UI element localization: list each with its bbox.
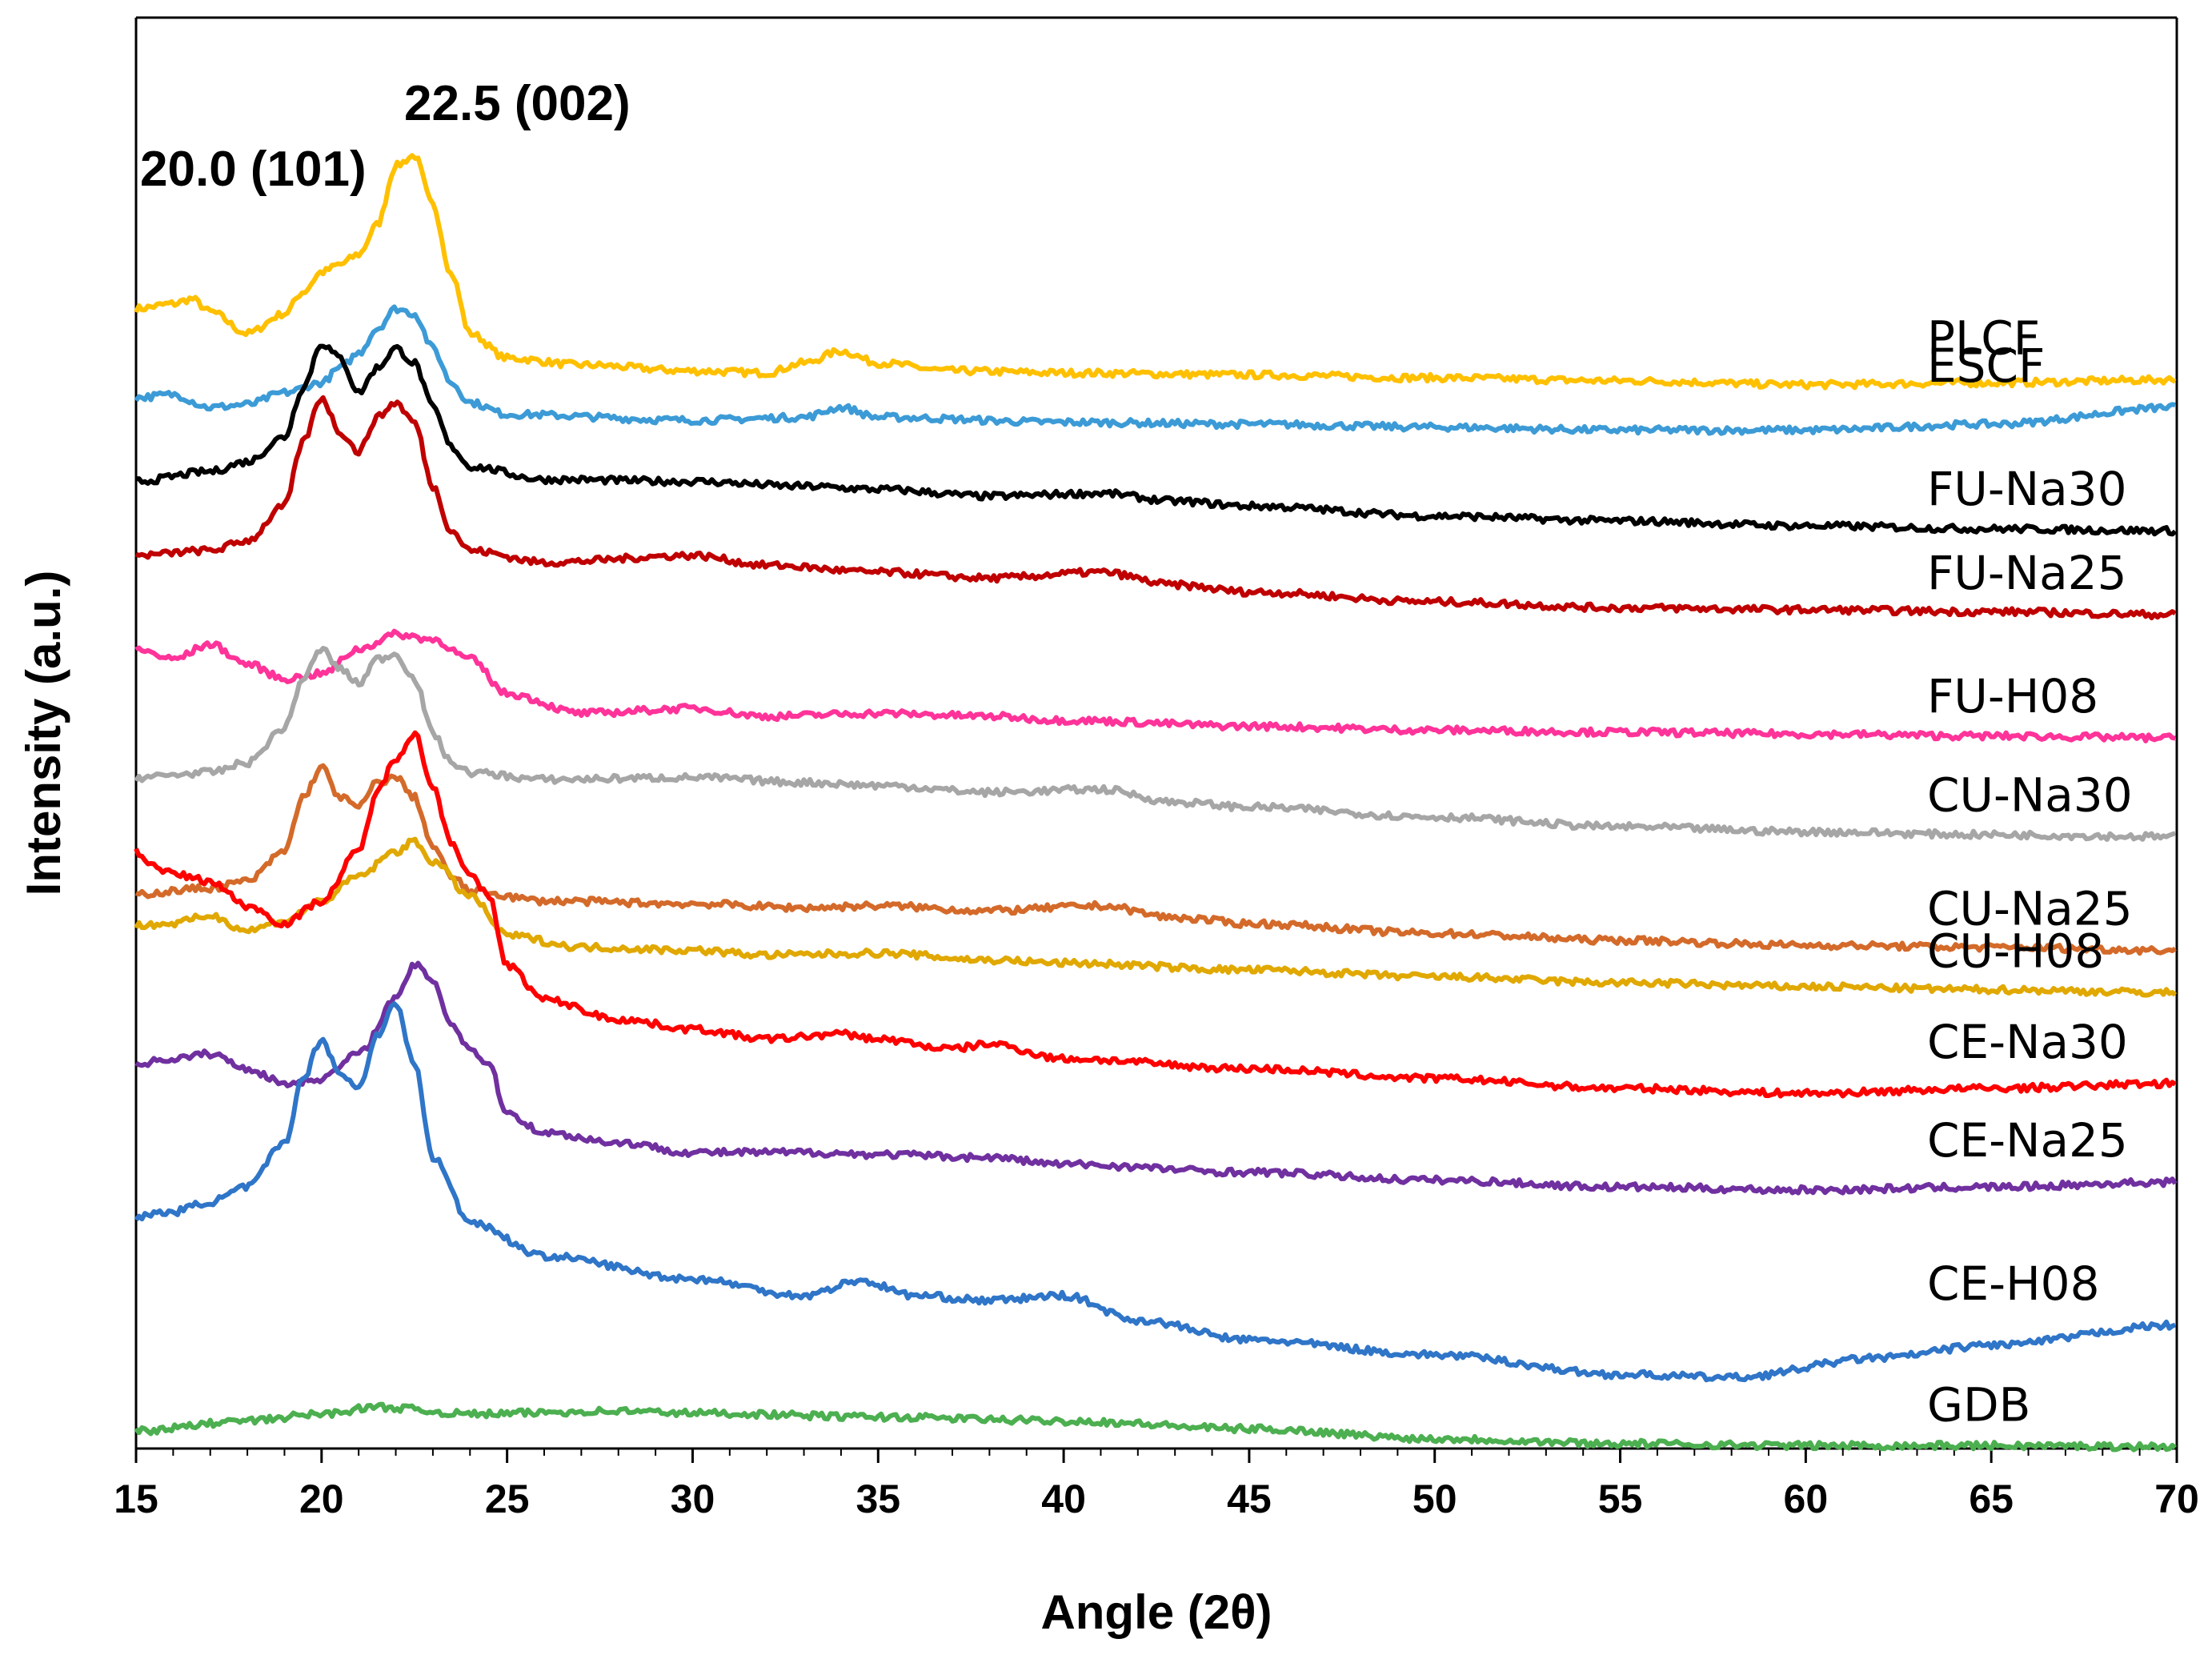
x-tick-label-50: 50: [1413, 1477, 1457, 1521]
series-label-escf: ESCF: [1927, 339, 2045, 393]
series-label-ce-na25: CE-Na25: [1927, 1113, 2128, 1168]
x-tick-label-70: 70: [2154, 1477, 2199, 1521]
x-tick-label-15: 15: [114, 1477, 158, 1521]
x-tick-label-20: 20: [299, 1477, 344, 1521]
series-line-escf: [134, 304, 2176, 436]
y-axis-title: Intensity (a.u.): [17, 571, 70, 896]
annotation-layer: 20.0 (101) 22.5 (002): [140, 76, 631, 197]
series-line-fu-na30: [135, 343, 2178, 537]
series-line-ce-na25: [134, 960, 2178, 1196]
x-tick-label-35: 35: [856, 1477, 900, 1521]
series-label-cu-h08: CU-H08: [1927, 924, 2104, 978]
series-line-cu-na30: [134, 646, 2176, 842]
series-label-ce-na30: CE-Na30: [1927, 1015, 2128, 1069]
series-label-plcf: PLCF: [1927, 311, 2040, 366]
x-axis-ticks: 15 20 25 30 35 40 45 50 55 60 65 70: [114, 1449, 2199, 1521]
x-tick-label-30: 30: [671, 1477, 715, 1521]
series-line-fu-h08: [134, 628, 2176, 743]
series-line-plcf: [134, 153, 2177, 391]
x-tick-label-40: 40: [1041, 1477, 1086, 1521]
series-line-gdb: [134, 1401, 2177, 1453]
x-axis-title: Angle (2θ): [1040, 1585, 1272, 1639]
series-line-cu-na25: [134, 763, 2177, 956]
x-tick-label-65: 65: [1969, 1477, 2014, 1521]
x-tick-label-25: 25: [485, 1477, 530, 1521]
x-tick-label-45: 45: [1227, 1477, 1272, 1521]
series-label-cu-na30: CU-Na30: [1927, 767, 2133, 822]
series-label-gdb: GDB: [1927, 1378, 2030, 1433]
x-tick-label-55: 55: [1598, 1477, 1643, 1521]
peak-annotation-101: 20.0 (101): [140, 142, 367, 197]
peak-annotation-002: 22.5 (002): [404, 76, 631, 131]
series-line-ce-na30: [134, 730, 2177, 1099]
series-line-fu-na25: [134, 395, 2177, 621]
series-label-fu-h08: FU-H08: [1927, 669, 2098, 723]
series-layer: [134, 153, 2178, 1453]
series-label-cu-na25: CU-Na25: [1927, 881, 2133, 936]
x-tick-label-60: 60: [1784, 1477, 1829, 1521]
series-label-ce-h08: CE-H08: [1927, 1256, 2100, 1311]
series-label-fu-na25: FU-Na25: [1927, 546, 2126, 600]
series-line-cu-h08: [134, 836, 2178, 998]
series-label-fu-na30: FU-Na30: [1927, 462, 2126, 516]
series-line-ce-h08: [134, 1001, 2177, 1383]
